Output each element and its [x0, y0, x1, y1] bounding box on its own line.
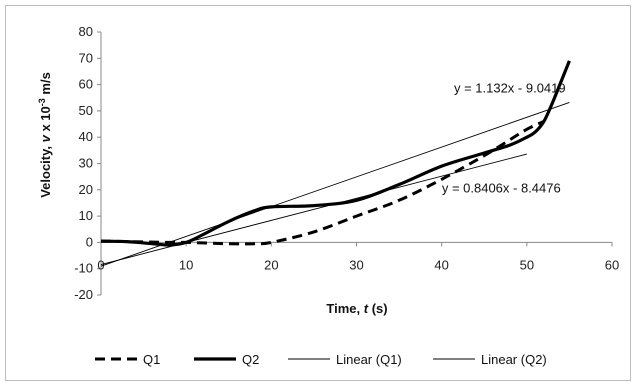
- y-axis-title-var: v: [38, 134, 53, 142]
- y-tick-label: 50: [79, 103, 93, 118]
- chart-area: [5, 5, 631, 381]
- y-axis-title-main: Velocity,: [38, 142, 53, 197]
- y-axis-title-exp: -3: [37, 98, 47, 106]
- x-axis-title-unit: (s): [368, 301, 388, 316]
- y-tick-label: 10: [79, 208, 93, 223]
- legend-label-q2: Q2: [242, 352, 259, 367]
- y-tick-label: 0: [86, 234, 93, 249]
- x-tick-label: 10: [179, 257, 193, 272]
- y-tick-label: 80: [79, 24, 93, 39]
- x-tick-label: 30: [349, 257, 363, 272]
- y-tick-label: 70: [79, 50, 93, 65]
- y-tick-label: 60: [79, 77, 93, 92]
- trendline-equation-1: y = 1.132x - 9.0419: [454, 80, 566, 95]
- y-axis-title-mult: x 10: [38, 106, 53, 135]
- y-tick-label: 40: [79, 129, 93, 144]
- series-q1-line: [100, 120, 545, 246]
- legend: Q1 Q2 Linear (Q1) Linear (Q2): [95, 352, 547, 367]
- y-tick-label: 20: [79, 182, 93, 197]
- series-linear-q1-line: [100, 153, 527, 266]
- x-axis-title-main: Time,: [326, 301, 363, 316]
- x-tick-label: 20: [264, 257, 278, 272]
- series-linear-q2-line: [100, 102, 570, 267]
- legend-label-linear-q1: Linear (Q1): [336, 352, 402, 367]
- y-tick-label: 30: [79, 156, 93, 171]
- trendline-equation-2: y = 0.8406x - 8.4476: [442, 180, 561, 195]
- x-tick-label: 50: [520, 257, 534, 272]
- legend-label-q1: Q1: [143, 352, 160, 367]
- y-tick-label: -10: [74, 261, 93, 276]
- series-q2-line: [100, 60, 571, 247]
- x-tick-label: 0: [97, 257, 104, 272]
- y-tick-label: -20: [74, 287, 93, 302]
- x-tick-label: 40: [434, 257, 448, 272]
- x-axis-title: Time, t (s): [326, 301, 387, 316]
- x-axis-title-var: t: [364, 301, 369, 316]
- legend-label-linear-q2: Linear (Q2): [481, 352, 547, 367]
- x-tick-label: 60: [605, 257, 619, 272]
- y-axis-title: Velocity, v x 10-3 m/s: [37, 72, 53, 198]
- y-axis-title-unit: m/s: [38, 72, 53, 98]
